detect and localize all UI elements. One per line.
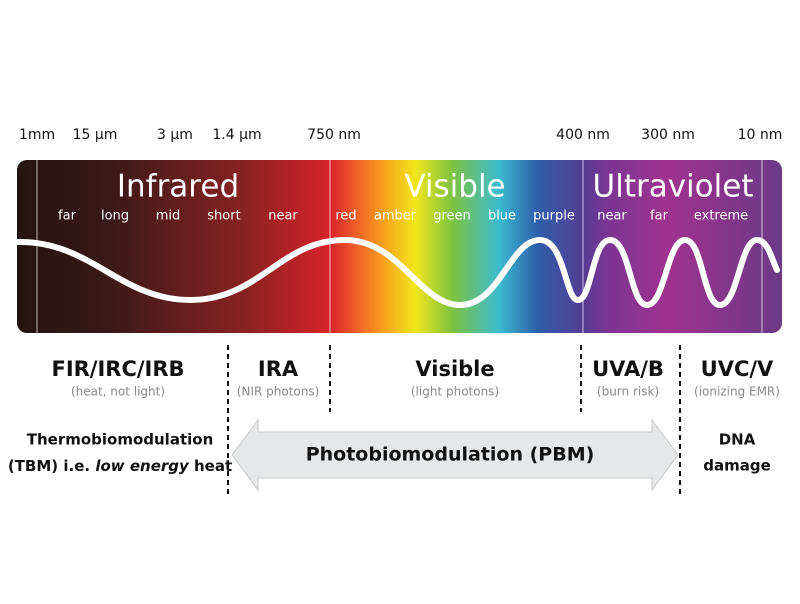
category-name: Visible <box>415 357 494 381</box>
band-label: blue <box>488 209 516 224</box>
spectrum-labels: Infrared far long mid short near Visible red amb… <box>58 169 753 224</box>
band-label: green <box>433 209 471 224</box>
category-note: (heat, not light) <box>71 385 165 399</box>
category-note: (NIR photons) <box>237 385 320 399</box>
dividers <box>227 345 681 495</box>
band-dividers <box>36 160 763 333</box>
category-name: UVC/V <box>701 357 774 381</box>
section-title: Ultraviolet <box>593 169 754 205</box>
band-label: purple <box>533 209 575 224</box>
category-note: (burn risk) <box>597 385 659 399</box>
categories: FIR/IRC/IRB (heat, not light) IRA (NIR phot… <box>51 357 779 399</box>
wavelength: 15 µm <box>73 127 118 143</box>
band-label: extreme <box>694 209 748 224</box>
wavelength: 1.4 µm <box>212 127 261 143</box>
dna-line1: DNA <box>719 431 756 449</box>
tbm-italic: low energy <box>95 457 190 475</box>
wavelength: 300 nm <box>641 127 695 143</box>
pbm-arrow <box>231 418 679 492</box>
band-label: mid <box>156 209 181 224</box>
wavelength: 3 µm <box>157 127 193 143</box>
band-label: amber <box>374 209 417 224</box>
category-note: (ionizing EMR) <box>694 385 780 399</box>
wavelength: 400 nm <box>556 127 610 143</box>
wavelength-labels: 1mm 15 µm 3 µm 1.4 µm 750 nm 400 nm 300 nm 10 n… <box>19 127 782 143</box>
tbm-line2: (TBM) i.e. low energy heat <box>8 457 232 475</box>
dna-line2: damage <box>703 457 771 475</box>
category-name: IRA <box>258 357 299 381</box>
section-title: Infrared <box>117 169 239 205</box>
band-label: far <box>58 209 77 224</box>
band-label: near <box>268 209 298 224</box>
tbm-prefix: (TBM) i.e. <box>8 457 95 475</box>
category-note: (light photons) <box>411 385 499 399</box>
band-label: red <box>335 209 356 224</box>
category-name: FIR/IRC/IRB <box>51 357 184 381</box>
tbm-suffix: heat <box>189 457 232 475</box>
pbm-label: Photobiomodulation (PBM) <box>306 444 595 466</box>
tbm-line1: Thermobiomodulation <box>27 431 214 449</box>
section-title: Visible <box>404 169 505 205</box>
spectrum-band <box>17 160 782 333</box>
band-label: short <box>207 209 240 224</box>
wavelength: 10 nm <box>738 127 783 143</box>
band-label: near <box>597 209 627 224</box>
wavelength: 750 nm <box>307 127 361 143</box>
wave <box>14 236 780 309</box>
wavelength: 1mm <box>19 127 55 143</box>
category-name: UVA/B <box>592 357 664 381</box>
band-label: far <box>650 209 669 224</box>
band-label: long <box>101 209 129 224</box>
